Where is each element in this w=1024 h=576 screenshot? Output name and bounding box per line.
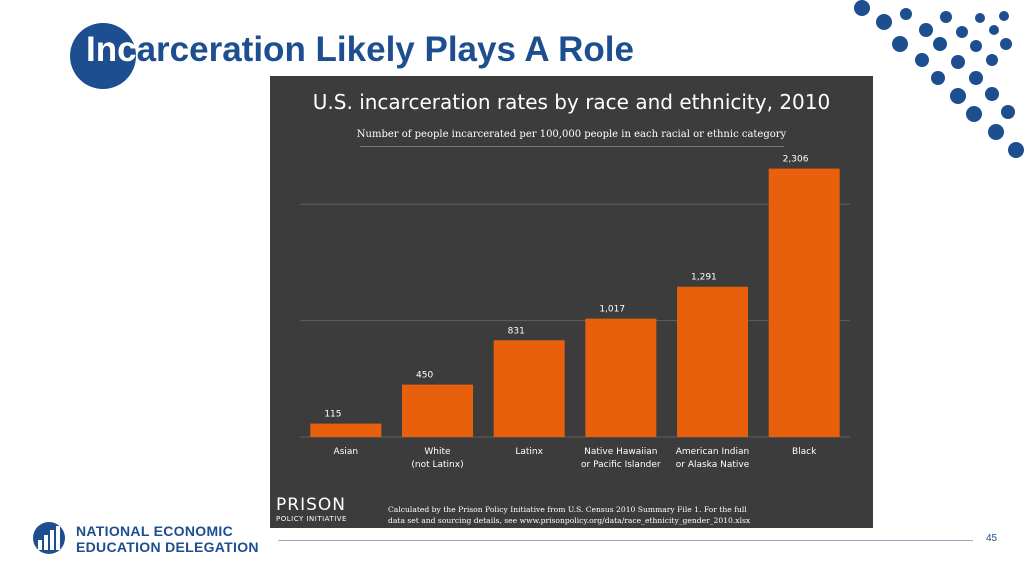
category-label: or Alaska Native [676, 460, 750, 470]
bar-value-label: 450 [416, 371, 433, 381]
slide-title-rest: arceration Likely Plays A Role [136, 30, 634, 69]
bar [768, 168, 840, 437]
dot-pattern-icon [854, 0, 1024, 158]
bar-value-label: 1,291 [691, 273, 717, 283]
chart-panel: U.S. incarceration rates by race and eth… [270, 76, 873, 528]
category-label: White [424, 447, 451, 457]
category-label: American Indian [676, 447, 749, 457]
category-label: Native Hawaiian [584, 447, 657, 457]
bar [585, 318, 657, 437]
subtitle-divider [360, 146, 784, 147]
prison-policy-logo-subtext: POLICY INITIATIVE [276, 515, 347, 523]
source-note-line1: Calculated by the Prison Policy Initiati… [388, 505, 747, 514]
prison-policy-logo-text: PRISON [276, 495, 346, 515]
bar [402, 384, 473, 437]
slide-title: Incarceration Likely Plays A Role [86, 30, 634, 70]
org-name-line2: EDUCATION DELEGATION [76, 539, 259, 555]
need-logo-icon [33, 522, 65, 554]
title-circle-accent [70, 23, 136, 89]
page-number: 45 [986, 533, 998, 544]
category-label: Latinx [515, 447, 543, 457]
bar [677, 286, 748, 437]
bar-value-label: 2,306 [783, 155, 809, 165]
bar [493, 340, 565, 437]
source-note-line2: data set and sourcing details, see www.p… [388, 516, 751, 525]
category-label: Black [792, 447, 817, 457]
chart-title: U.S. incarceration rates by race and eth… [312, 90, 831, 114]
bar [310, 423, 382, 437]
category-label: Asian [334, 447, 359, 457]
footer-divider [278, 540, 973, 541]
source-note: Calculated by the Prison Policy Initiati… [388, 504, 868, 526]
chart-subtitle: Number of people incarcerated per 100,00… [356, 129, 787, 140]
bar-value-label: 831 [508, 326, 525, 336]
bar-chart: 115 Asian 450 White (not Latinx) 831 Latinx 1,0… [300, 155, 850, 470]
org-name-line1: NATIONAL ECONOMIC [76, 523, 234, 539]
category-label: or Pacific Islander [581, 460, 661, 470]
bar-value-label: 115 [324, 410, 341, 420]
slide-title-first: Inc [86, 30, 137, 69]
bar-value-label: 1,017 [599, 305, 625, 315]
category-label: (not Latinx) [411, 460, 463, 470]
